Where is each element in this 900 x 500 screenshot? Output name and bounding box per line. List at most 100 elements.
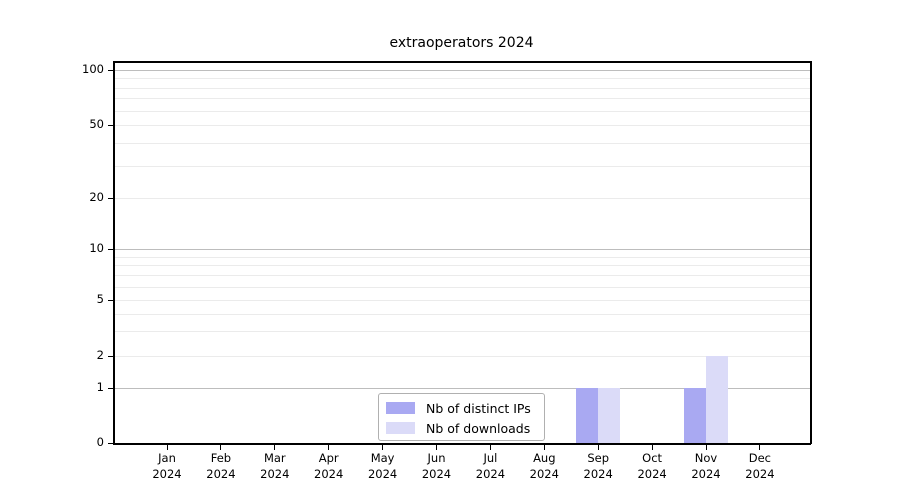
x-tick-label: Nov 2024 [674,450,738,482]
y-tick [108,69,113,71]
y-tick-label: 50 [89,117,104,131]
minor-gridline [114,98,810,100]
minor-gridline [114,313,810,315]
y-tick-label: 2 [96,348,104,362]
x-tick-month: Jul [483,451,498,465]
x-tick-month: Sep [587,451,610,465]
x-tick-label: Jun 2024 [405,450,469,482]
x-tick-year: 2024 [367,467,398,481]
legend-swatch-downloads [386,422,415,434]
x-tick-year: 2024 [637,467,667,481]
x-tick [597,444,599,450]
minor-gridline [114,300,810,301]
minor-gridline [114,110,810,112]
y-tick [108,355,113,357]
bar-downloads-nov [706,356,728,443]
bar-distinct-ips-nov [684,388,706,443]
x-tick [759,444,761,450]
minor-gridline [114,78,810,80]
x-tick-month: Dec [748,451,772,465]
x-tick-year: 2024 [421,467,452,481]
minor-gridline [114,142,810,144]
x-tick-month: Nov [694,451,718,465]
x-tick-month: Feb [210,451,232,465]
x-tick-month: Jun [427,451,446,465]
x-tick [489,444,491,450]
legend-label-distinct-ips: Nb of distinct IPs [426,400,531,416]
x-tick-month: Aug [533,451,556,465]
legend-item-distinct-ips: Nb of distinct IPs [386,398,544,418]
minor-gridline [114,198,810,199]
x-tick-month: Apr [318,451,339,465]
minor-gridline [114,125,810,126]
x-tick [436,444,437,450]
legend-label-downloads: Nb of downloads [426,420,531,436]
x-tick-month: Oct [642,451,663,465]
y-tick [108,442,113,444]
major-gridline [114,388,810,389]
y-tick-label: 5 [96,292,104,306]
y-tick-label: 20 [89,190,104,204]
y-tick-label: 0 [96,435,104,449]
x-tick-year: 2024 [206,467,236,481]
bar-downloads-sep [598,388,621,443]
minor-gridline [114,275,810,277]
x-tick-month: Jan [158,451,176,465]
minor-gridline [114,286,810,288]
x-tick-label: Sep 2024 [566,450,630,482]
minor-gridline [114,87,810,89]
x-tick-label: Jul 2024 [458,450,522,482]
minor-gridline [114,265,810,267]
x-tick-year: 2024 [152,467,182,481]
x-tick-month: May [370,451,395,465]
x-tick-year: 2024 [314,467,344,481]
x-tick [220,444,222,450]
plot-area [114,62,810,443]
plot-spine-right [810,61,812,444]
legend-swatch-distinct-ips [386,402,415,414]
y-tick [108,248,113,250]
x-tick-year: 2024 [475,467,506,481]
y-tick [108,299,113,301]
minor-gridline [114,256,810,258]
major-gridline [114,249,810,250]
x-tick [166,444,168,450]
x-tick-year: 2024 [260,467,290,481]
x-tick-label: Jan 2024 [135,450,199,482]
x-tick [274,444,276,450]
plot-spine-bottom [113,443,811,445]
minor-gridline [114,356,810,357]
plot-spine-top [113,61,811,63]
minor-gridline [114,165,810,167]
y-tick [108,387,113,389]
bar-distinct-ips-sep [576,388,599,443]
x-tick-year: 2024 [745,467,775,481]
x-tick-label: Mar 2024 [243,450,307,482]
y-tick [108,197,113,199]
y-tick-label: 1 [96,380,104,394]
x-tick [705,444,707,450]
x-tick-label: May 2024 [351,450,415,482]
minor-gridline [114,331,810,333]
x-tick-label: Aug 2024 [512,450,576,482]
x-tick-year: 2024 [583,467,613,481]
major-gridline [114,70,810,71]
x-tick [328,444,330,450]
x-tick [382,444,384,450]
x-tick-year: 2024 [529,467,559,481]
x-tick-label: Dec 2024 [728,450,792,482]
x-tick-label: Feb 2024 [189,450,253,482]
plot-spine-left [113,61,115,444]
x-tick-label: Apr 2024 [297,450,361,482]
x-tick-year: 2024 [691,467,721,481]
legend-item-downloads: Nb of downloads [386,418,544,438]
x-tick [651,444,653,450]
legend: Nb of distinct IPs Nb of downloads [378,393,545,441]
y-tick-label: 100 [82,62,104,76]
x-tick [543,444,545,450]
x-tick-label: Oct 2024 [620,450,684,482]
y-tick-label: 10 [89,241,104,255]
x-tick-month: Mar [263,451,286,465]
chart-title: extraoperators 2024 [389,35,534,51]
